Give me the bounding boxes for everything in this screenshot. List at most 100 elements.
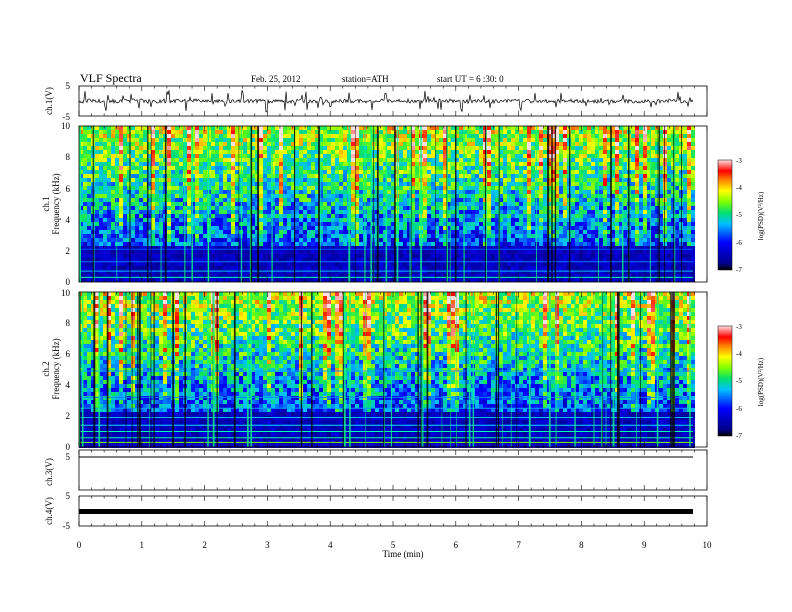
- spectrogram-cell: [287, 158, 291, 162]
- spectrogram-cell: [339, 182, 343, 186]
- spectrogram-cell: [223, 146, 227, 150]
- spectrogram-cell: [275, 230, 279, 234]
- spectrogram-cell: [471, 254, 475, 258]
- spectrogram-cell: [211, 190, 215, 194]
- spectrogram-cell: [415, 174, 419, 178]
- spectrogram-cell: [147, 230, 151, 234]
- spectrogram-cell: [279, 190, 283, 194]
- spectrogram-cell: [227, 254, 231, 258]
- spectrogram-cell: [83, 198, 87, 202]
- spectrogram-cell: [423, 246, 427, 250]
- spectrogram-cell: [491, 262, 495, 266]
- spectrogram-cell: [271, 158, 275, 162]
- spectrogram-cell: [339, 178, 343, 182]
- spectrogram-cell: [219, 206, 223, 210]
- spectrogram-cell: [275, 154, 279, 158]
- spectrogram-cell: [179, 230, 183, 234]
- spectrogram-cell: [415, 274, 419, 278]
- spectrogram-cell: [543, 218, 547, 222]
- spectrogram-cell: [507, 250, 511, 254]
- spectrogram-cell: [435, 190, 439, 194]
- spectrogram-cell: [111, 138, 115, 142]
- spectrogram-cell: [439, 162, 443, 166]
- spectrogram-cell: [319, 218, 323, 222]
- spectrogram-cell: [407, 202, 411, 206]
- spectrogram-cell: [275, 274, 279, 278]
- spectrogram-cell: [271, 250, 275, 254]
- spectrogram-cell: [179, 134, 183, 138]
- spectrogram-cell: [211, 226, 215, 230]
- spectrogram-cell: [491, 238, 495, 242]
- spectrogram-cell: [311, 270, 315, 274]
- spectrogram-cell: [299, 278, 303, 282]
- spectrogram-cell: [227, 178, 231, 182]
- spectrogram-cell: [367, 250, 371, 254]
- spectrogram-cell: [283, 138, 287, 142]
- spectrogram-cell: [355, 246, 359, 250]
- spectrogram-cell: [151, 218, 155, 222]
- spectrogram-cell: [367, 142, 371, 146]
- spectrogram-cell: [495, 158, 499, 162]
- spectrogram-cell: [279, 158, 283, 162]
- spectrogram-cell: [407, 150, 411, 154]
- spectrogram-cell: [175, 198, 179, 202]
- spectrogram-cell: [143, 134, 147, 138]
- spectrogram-cell: [103, 246, 107, 250]
- spectrogram-cell: [99, 134, 103, 138]
- spectrogram-cell: [567, 246, 571, 250]
- spectrogram-cell: [143, 126, 147, 130]
- spectrogram-cell: [371, 270, 375, 274]
- spectrogram-cell: [447, 210, 451, 214]
- spectrogram-cell: [339, 202, 343, 206]
- spectrogram-cell: [247, 146, 251, 150]
- spectrogram-cell: [535, 214, 539, 218]
- spectrogram-cell: [171, 230, 175, 234]
- spectrogram-cell: [175, 262, 179, 266]
- spectrogram-cell: [391, 262, 395, 266]
- spectrogram-cell: [95, 150, 99, 154]
- spectrogram-cell: [203, 274, 207, 278]
- spectrogram-cell: [95, 174, 99, 178]
- spectrogram-cell: [427, 170, 431, 174]
- spectrogram-cell: [511, 150, 515, 154]
- spectrogram-cell: [147, 190, 151, 194]
- spectrogram-cell: [495, 154, 499, 158]
- spectrogram-cell: [527, 226, 531, 230]
- spectrogram-cell: [171, 222, 175, 226]
- spectrogram-cell: [567, 214, 571, 218]
- spectrogram-cell: [175, 186, 179, 190]
- spectrogram-cell: [495, 238, 499, 242]
- spectrogram-cell: [563, 170, 567, 174]
- spectrogram-cell: [351, 182, 355, 186]
- spectrogram-cell: [279, 254, 283, 258]
- spectrogram-cell: [459, 158, 463, 162]
- spectrogram-cell: [155, 278, 159, 282]
- spectrogram-cell: [367, 258, 371, 262]
- spectrogram-cell: [251, 222, 255, 226]
- spectrogram-cell: [195, 270, 199, 274]
- spectrogram-cell: [103, 166, 107, 170]
- spectrogram-cell: [467, 126, 471, 130]
- spectrogram-cell: [155, 198, 159, 202]
- spectrogram-cell: [411, 214, 415, 218]
- spectrogram-cell: [179, 158, 183, 162]
- spectrogram-cell: [403, 158, 407, 162]
- spectrogram-cell: [551, 186, 555, 190]
- spectrogram-cell: [435, 134, 439, 138]
- spectrogram-cell: [559, 206, 563, 210]
- spectrogram-cell: [191, 174, 195, 178]
- spectrogram-cell: [107, 182, 111, 186]
- spectrogram-cell: [307, 154, 311, 158]
- spectrogram-cell: [275, 238, 279, 242]
- spectrogram-cell: [359, 182, 363, 186]
- spectrogram-cell: [287, 150, 291, 154]
- spectrogram-cell: [471, 198, 475, 202]
- spectrogram-cell: [227, 166, 231, 170]
- spectrogram-cell: [443, 254, 447, 258]
- spectrogram-cell: [223, 222, 227, 226]
- spectrogram-cell: [87, 158, 91, 162]
- spectrogram-cell: [431, 174, 435, 178]
- spectrogram-cell: [151, 142, 155, 146]
- spectrogram-cell: [319, 226, 323, 230]
- spectrogram-cell: [451, 274, 455, 278]
